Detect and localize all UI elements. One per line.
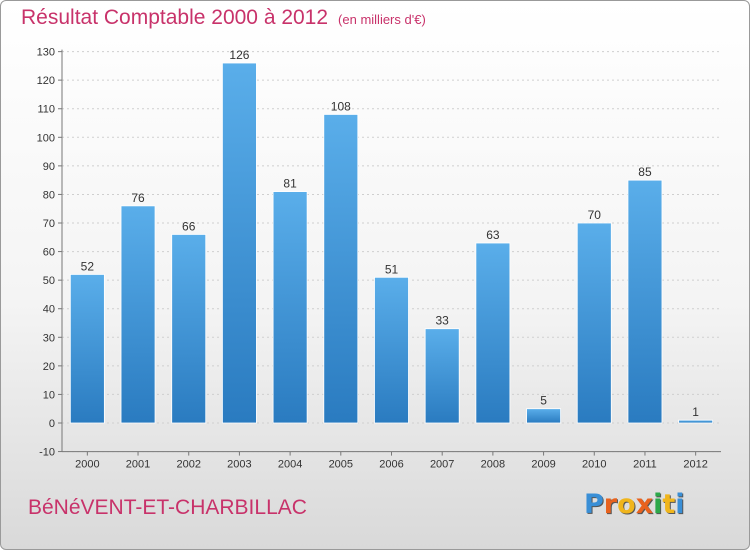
bar <box>323 114 359 424</box>
bar <box>526 408 561 424</box>
data-label: 52 <box>81 259 95 273</box>
x-tick-label: 2004 <box>278 459 302 471</box>
y-tick-label: 10 <box>43 389 55 401</box>
data-label: 108 <box>331 99 351 113</box>
bar <box>69 274 105 424</box>
logo-letter: o <box>617 489 636 520</box>
bar <box>120 205 156 424</box>
bar <box>374 276 409 424</box>
x-tick-label: 2011 <box>633 459 657 471</box>
logo-letter: i <box>653 489 663 520</box>
y-tick-label: 40 <box>43 304 55 316</box>
y-tick-label: 80 <box>43 189 55 201</box>
bar <box>424 328 460 424</box>
y-tick-label: 0 <box>49 418 55 430</box>
data-label: 63 <box>486 228 500 242</box>
bar <box>627 179 663 424</box>
y-tick-label: 120 <box>37 75 55 87</box>
data-label: 85 <box>638 165 652 179</box>
data-label: 76 <box>131 191 145 205</box>
labels: -10 0 10 20 30 40 50 60 70 80 90 100 110 120 130 52 2000… <box>37 47 708 471</box>
x-tick-label: 2006 <box>379 459 403 471</box>
axes <box>58 49 721 456</box>
data-label: 33 <box>436 314 450 328</box>
x-tick-label: 2005 <box>329 459 353 471</box>
y-tick-label: 60 <box>43 247 55 259</box>
bar <box>171 234 207 424</box>
x-tick-label: 2007 <box>430 459 454 471</box>
bar <box>475 242 511 424</box>
y-tick-label: 130 <box>37 47 55 59</box>
logo-letter: r <box>603 489 618 520</box>
data-label: 1 <box>692 405 699 419</box>
y-tick-label: 70 <box>43 218 55 230</box>
bar <box>222 62 257 424</box>
y-tick-label: 110 <box>37 104 55 116</box>
chart-title: Résultat Comptable 2000 à 2012 (en millie… <box>21 6 426 30</box>
bar <box>576 222 612 424</box>
commune-name: BéNéVENT-ET-CHARBILLAC <box>28 496 307 519</box>
x-tick-label: 2008 <box>481 459 505 471</box>
x-tick-label: 2009 <box>531 459 555 471</box>
y-tick-label: 30 <box>43 332 55 344</box>
bar <box>678 419 714 424</box>
title-text: Résultat Comptable 2000 à 2012 <box>21 6 329 29</box>
y-tick-label: 100 <box>37 132 55 144</box>
bars <box>69 62 714 424</box>
x-tick-label: 2012 <box>683 459 707 471</box>
data-label: 126 <box>229 48 249 62</box>
chart-subtitle: (en milliers d'€) <box>338 12 426 27</box>
x-tick-label: 2002 <box>176 459 200 471</box>
x-tick-label: 2000 <box>75 459 99 471</box>
data-label: 70 <box>588 208 602 222</box>
logo-letter: x <box>635 489 654 520</box>
y-tick-label: 50 <box>43 275 55 287</box>
y-tick-label: 20 <box>43 361 55 373</box>
x-tick-label: 2003 <box>227 459 251 471</box>
logo-letter: t <box>662 489 676 520</box>
x-tick-label: 2001 <box>126 459 150 471</box>
bar <box>272 191 308 424</box>
x-tick-label: 2010 <box>582 459 606 471</box>
y-tick-label: -10 <box>39 447 55 459</box>
data-label: 5 <box>540 394 547 408</box>
data-label: 66 <box>182 219 196 233</box>
y-tick-label: 90 <box>43 161 55 173</box>
logo-letter: i <box>675 489 685 520</box>
proxiti-logo: Proxiti <box>584 489 685 520</box>
data-label: 51 <box>385 262 399 276</box>
logo-letter: P <box>584 489 604 520</box>
data-label: 81 <box>283 177 297 191</box>
